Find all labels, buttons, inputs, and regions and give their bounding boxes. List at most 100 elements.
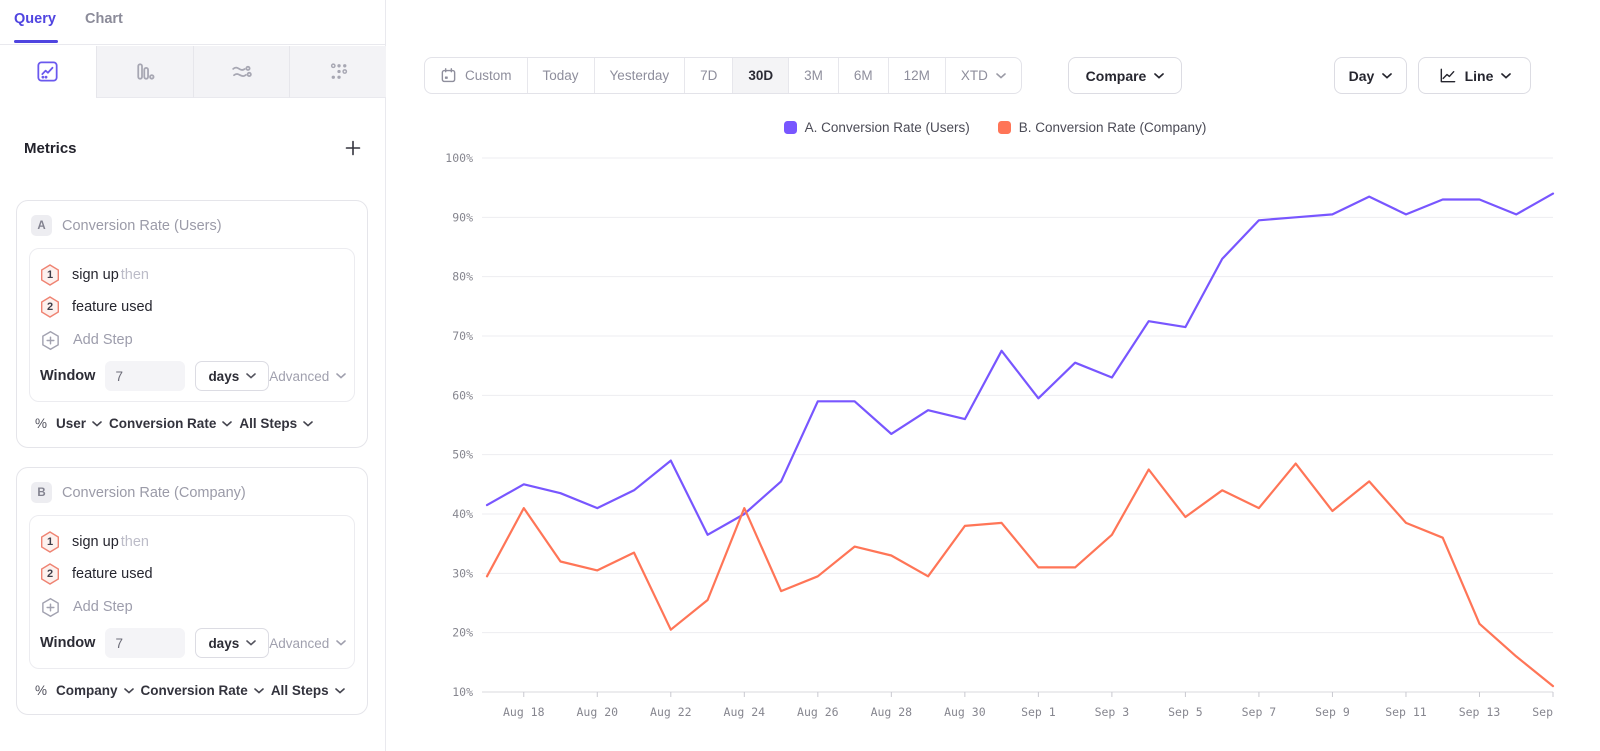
- metric-title-a[interactable]: Conversion Rate (Users): [62, 217, 222, 234]
- range-7d[interactable]: 7D: [684, 58, 732, 93]
- funnel-steps-box: 1 sign up then 2 feature used: [29, 515, 355, 669]
- range-today[interactable]: Today: [526, 58, 594, 93]
- compare-button[interactable]: Compare: [1068, 57, 1182, 94]
- funnel-step-2[interactable]: 2 feature used: [40, 291, 346, 323]
- funnel-step-1[interactable]: 1 sign up then: [40, 259, 346, 291]
- chevron-down-icon: [222, 420, 233, 427]
- percent-icon: %: [35, 683, 48, 698]
- sidebar-tab-bar: Query Chart: [0, 0, 385, 45]
- range-xtd[interactable]: XTD: [944, 58, 1021, 93]
- add-metric-icon[interactable]: [344, 139, 362, 157]
- step-event-name[interactable]: feature used: [72, 566, 153, 582]
- x-axis-label: Aug 18: [503, 705, 545, 719]
- advanced-dropdown[interactable]: Advanced: [269, 636, 347, 651]
- flows-icon: [232, 65, 252, 77]
- y-axis-label: 60%: [452, 388, 473, 402]
- range-12m[interactable]: 12M: [887, 58, 945, 93]
- x-axis-label: Aug 26: [797, 705, 839, 719]
- y-axis-label: 50%: [452, 448, 473, 462]
- series-line-a[interactable]: [485, 192, 1555, 536]
- step-number-hexagon: 2: [40, 563, 60, 585]
- metric-card-a: A Conversion Rate (Users) 1 sign up then …: [16, 200, 368, 448]
- chevron-down-icon: [254, 687, 264, 694]
- granularity-dropdown[interactable]: Day: [1334, 57, 1407, 94]
- chevron-down-icon: [334, 687, 345, 694]
- chart-style-dropdown[interactable]: Line: [1418, 57, 1531, 94]
- metric-title-b[interactable]: Conversion Rate (Company): [62, 484, 246, 501]
- chevron-down-icon: [246, 373, 257, 379]
- range-3m[interactable]: 3M: [788, 58, 838, 93]
- step-then-label: then: [120, 534, 149, 550]
- tab-query[interactable]: Query: [14, 11, 56, 27]
- step-event-name[interactable]: feature used: [72, 299, 153, 315]
- add-step-button[interactable]: Add Step: [40, 323, 346, 357]
- x-axis-label: Sep 13: [1459, 705, 1501, 719]
- metrics-header: Metrics: [24, 139, 362, 157]
- x-axis-label: Aug 20: [577, 705, 619, 719]
- bar-chart-icon: [137, 63, 155, 80]
- counting-entity-dropdown[interactable]: Company: [56, 683, 134, 698]
- range-custom[interactable]: Custom: [425, 58, 527, 93]
- series-line-b[interactable]: [485, 462, 1555, 688]
- chart-type-insights-button[interactable]: [0, 46, 96, 98]
- chevron-down-icon: [246, 640, 257, 646]
- range-yesterday[interactable]: Yesterday: [593, 58, 685, 93]
- steps-scope-dropdown[interactable]: All Steps: [271, 683, 345, 698]
- x-axis-label: Aug 22: [650, 705, 692, 719]
- chevron-down-icon: [336, 373, 347, 379]
- x-axis-label: Sep 15: [1532, 705, 1560, 719]
- chart-type-flows-button[interactable]: [192, 46, 290, 98]
- add-step-icon: [42, 597, 59, 617]
- advanced-dropdown[interactable]: Advanced: [269, 369, 347, 384]
- legend-item-b[interactable]: B. Conversion Rate (Company): [997, 120, 1206, 135]
- metrics-title: Metrics: [24, 139, 77, 157]
- x-axis-label: Sep 5: [1168, 705, 1203, 719]
- legend-item-a[interactable]: A. Conversion Rate (Users): [783, 120, 970, 135]
- insights-line-icon: [37, 61, 58, 82]
- window-unit-dropdown[interactable]: days: [195, 361, 270, 391]
- window-label: Window: [40, 368, 96, 384]
- retention-dots-icon: [330, 63, 347, 79]
- active-tab-underline: [14, 40, 58, 43]
- range-6m[interactable]: 6M: [837, 58, 888, 93]
- measure-row: % Company Conversion Rate All Steps: [29, 683, 355, 698]
- x-axis-label: Aug 28: [871, 705, 913, 719]
- tab-chart[interactable]: Chart: [85, 11, 123, 27]
- query-sidebar: Query Chart: [0, 0, 386, 751]
- chevron-down-icon: [92, 420, 102, 427]
- metric-type-dropdown[interactable]: Conversion Rate: [109, 416, 233, 431]
- y-axis-label: 70%: [452, 329, 473, 343]
- x-axis-label: Aug 24: [724, 705, 766, 719]
- chart-type-bar-button[interactable]: [95, 46, 193, 98]
- conversion-window-row: Window days Advanced: [40, 359, 347, 393]
- conversion-window-row: Window days Advanced: [40, 626, 347, 660]
- add-step-button[interactable]: Add Step: [40, 590, 346, 624]
- y-axis-label: 40%: [452, 507, 473, 521]
- metric-type-dropdown[interactable]: Conversion Rate: [141, 683, 264, 698]
- x-axis-label: Sep 7: [1242, 705, 1277, 719]
- percent-icon: %: [35, 416, 48, 431]
- y-axis-label: 30%: [452, 566, 473, 580]
- window-label: Window: [40, 635, 96, 651]
- step-event-name[interactable]: sign up: [72, 534, 119, 550]
- step-number-hexagon: 1: [40, 531, 60, 553]
- step-event-name[interactable]: sign up: [72, 267, 119, 283]
- y-axis-label: 10%: [452, 685, 473, 699]
- funnel-step-1[interactable]: 1 sign up then: [40, 526, 346, 558]
- range-30d[interactable]: 30D: [732, 58, 789, 93]
- chart-type-strip: [0, 46, 386, 98]
- window-value-input[interactable]: [105, 628, 186, 658]
- add-step-icon: [42, 330, 59, 350]
- y-axis-label: 20%: [452, 626, 473, 640]
- chevron-down-icon: [1382, 72, 1393, 79]
- step-number-hexagon: 1: [40, 264, 60, 286]
- counting-entity-dropdown[interactable]: User: [56, 416, 102, 431]
- metric-badge-b: B: [31, 482, 52, 503]
- window-unit-dropdown[interactable]: days: [195, 628, 270, 658]
- date-range-picker: Custom Today Yesterday 7D 30D 3M 6M 12M …: [424, 57, 1022, 94]
- steps-scope-dropdown[interactable]: All Steps: [239, 416, 313, 431]
- window-value-input[interactable]: [105, 361, 186, 391]
- funnel-step-2[interactable]: 2 feature used: [40, 558, 346, 590]
- chart-type-retention-button[interactable]: [289, 46, 386, 98]
